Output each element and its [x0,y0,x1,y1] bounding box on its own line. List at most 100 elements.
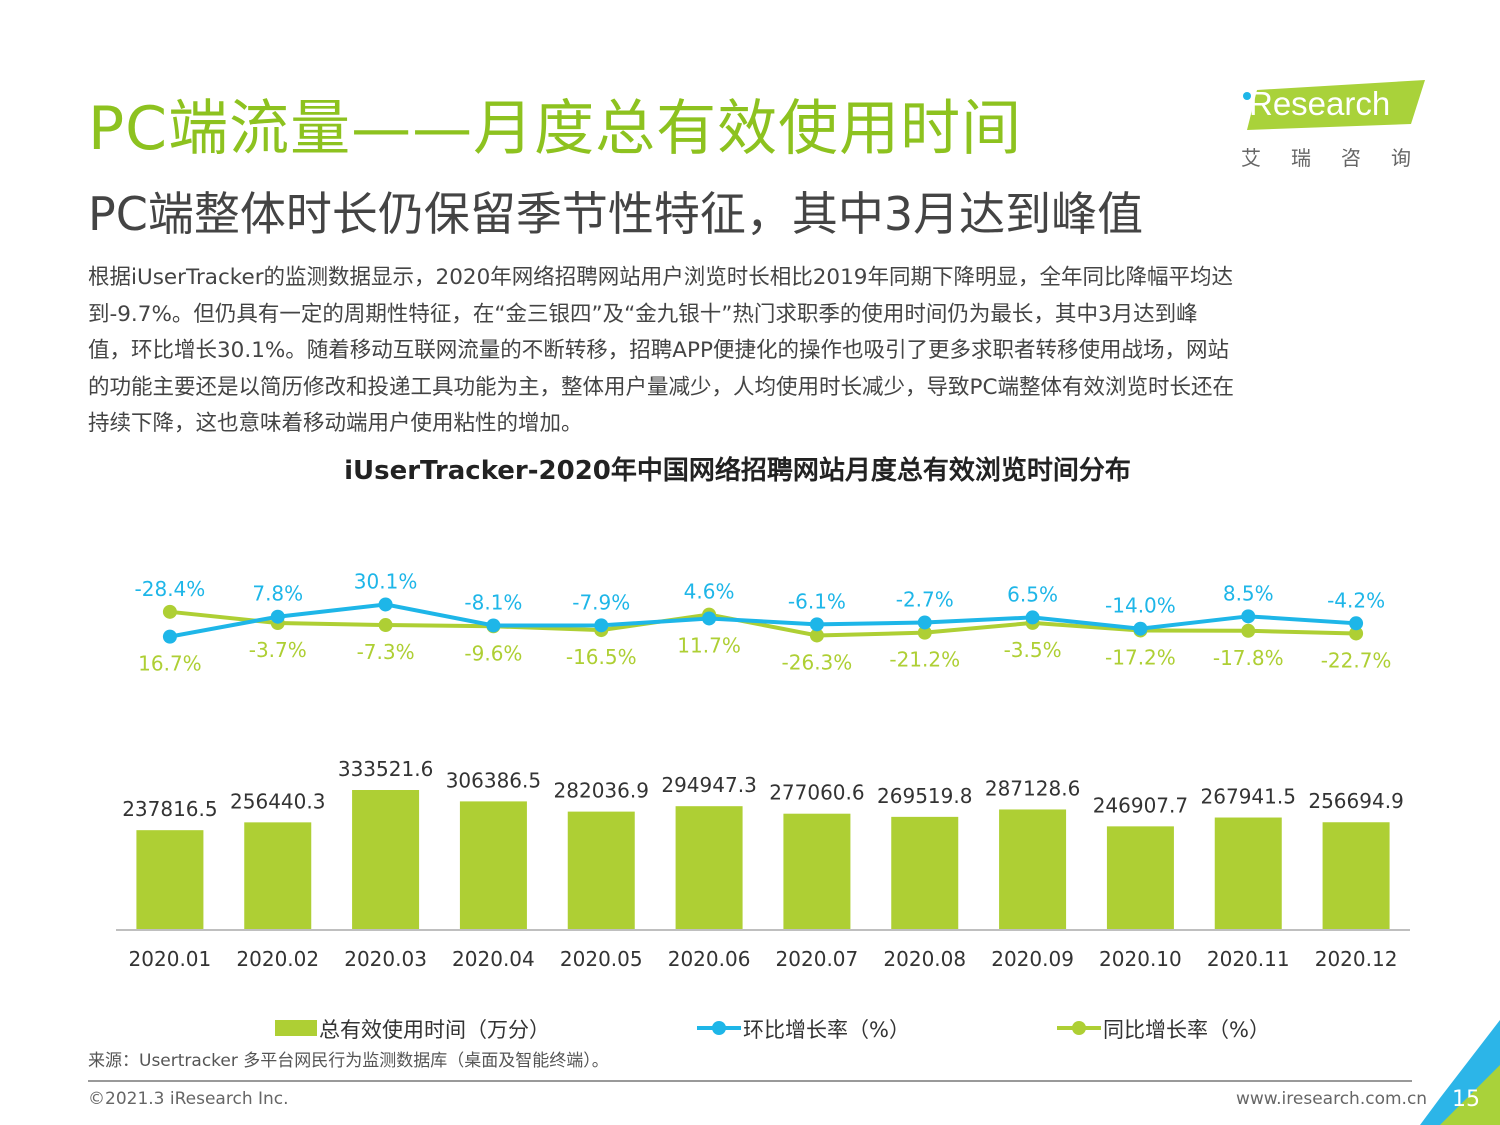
source-note: 来源：Usertracker 多平台网民行为监测数据库（桌面及智能终端）。 [88,1051,609,1071]
mom-point [378,597,393,612]
yoy-value-label: -3.7% [249,638,307,662]
x-tick-label: 2020.12 [1315,947,1398,971]
mom-value-label: 30.1% [354,569,418,593]
bar [136,830,204,930]
legend-bar-swatch [275,1020,317,1036]
legend-item-mom: 环比增长率（%） [697,1014,957,1042]
yoy-point [917,625,932,640]
legend-label: 总有效使用时间（万分） [319,1018,550,1042]
bar-value-label: 333521.6 [338,757,433,781]
bar-value-label: 282036.9 [554,779,649,803]
bar [891,816,959,930]
mom-value-label: -4.2% [1327,588,1385,612]
yoy-value-label: -7.3% [357,640,415,664]
bar [1322,822,1390,930]
bar-value-label: 246907.7 [1093,793,1188,817]
legend-line-swatch-blue [697,1021,741,1035]
bar-value-label: 294947.3 [661,773,756,797]
mom-value-label: -2.7% [896,587,954,611]
mom-point [1133,621,1148,636]
bar [567,811,635,930]
body-line: 根据iUserTracker的监测数据显示，2020年网络招聘网站用户浏览时长相… [88,265,1233,290]
mom-value-label: 8.5% [1223,581,1274,605]
footer-divider [88,1080,1412,1082]
bar-value-labels: 237816.5 256440.3 333521.6 306386.5 282036.9… [122,757,1404,821]
x-tick-label: 2020.02 [236,947,319,971]
mom-point [486,618,501,633]
yoy-value-label: 11.7% [677,633,741,657]
website-link[interactable]: www.iresearch.com.cn [1236,1089,1428,1109]
yoy-value-label: -21.2% [889,648,960,672]
legend-label: 同比增长率（%） [1103,1018,1270,1042]
mom-point [702,611,717,626]
bar-value-label: 287128.6 [985,776,1080,800]
mom-point [270,609,285,624]
yoy-value-label: -26.3% [782,650,853,674]
x-tick-label: 2020.08 [883,947,966,971]
yoy-point [1241,623,1256,638]
yoy-point [162,604,177,619]
x-tick-label: 2020.04 [452,947,535,971]
x-tick-label: 2020.03 [344,947,427,971]
bar-value-label: 267941.5 [1201,785,1296,809]
mom-value-label: -28.4% [135,577,206,601]
mom-point [162,629,177,644]
yoy-point [1349,626,1364,641]
legend-line-swatch-green [1057,1021,1101,1035]
bar-value-label: 277060.6 [769,781,864,805]
bar [999,809,1067,930]
x-tick-label: 2020.09 [991,947,1074,971]
page-title: PC端流量——月度总有效使用时间 [88,94,1023,164]
legend-item-yoy: 同比增长率（%） [1057,1014,1317,1042]
x-tick-label: 2020.10 [1099,947,1182,971]
mom-point [917,615,932,630]
bar [244,822,312,930]
mom-point [594,618,609,633]
body-line: 值，环比增长30.1%。随着移动互联网流量的不断转移，招聘APP便捷化的操作也吸… [88,338,1229,363]
mom-point [809,617,824,632]
mom-point [1349,616,1364,631]
mom-point [1025,610,1040,625]
page-subtitle: PC端整体时长仍保留季节性特征，其中3月达到峰值 [88,187,1144,241]
yoy-point [809,628,824,643]
bar-value-label: 237816.5 [122,797,217,821]
bar [352,790,420,930]
yoy-value-label: -22.7% [1321,648,1392,672]
legend-item-total-time: 总有效使用时间（万分） [275,1014,575,1042]
mom-value-label: 4.6% [684,580,735,604]
yoy-value-label: -9.6% [464,641,522,665]
body-line: 到-9.7%。但仍具有一定的周期性特征，在“金三银四”及“金九银十”热门求职季的… [88,301,1198,327]
page-number: 15 [1452,1087,1480,1112]
yoy-value-label: -17.2% [1105,645,1176,669]
bar [459,801,527,930]
combo-chart: 237816.5 256440.3 333521.6 306386.5 282036.9… [116,569,1410,971]
mom-line [169,602,1357,639]
mom-point [1241,609,1256,624]
logo-wordmark: Research [1249,85,1391,122]
line-value-labels: -28.4% 7.8% 30.1% -8.1% -7.9% 4.6% -6.1% -2.7% 6… [135,569,1392,675]
mom-value-label: 7.8% [252,582,303,606]
bar-series [136,790,1390,930]
bar [783,813,851,930]
x-tick-label: 2020.05 [560,947,643,971]
chart-title: iUserTracker-2020年中国网络招聘网站月度总有效浏览时间分布 [344,456,1131,486]
yoy-value-label: -17.8% [1213,646,1284,670]
logo-chinese: 艾瑞咨询 [1241,146,1441,170]
x-tick-label: 2020.07 [776,947,859,971]
x-tick-label: 2020.06 [668,947,751,971]
logo-shape [1243,80,1425,130]
bar-value-label: 256440.3 [230,789,325,813]
x-tick-labels: 2020.01 2020.02 2020.03 2020.04 2020.05 2020.… [129,947,1398,971]
bar-value-label: 269519.8 [877,784,972,808]
bar-value-label: 256694.9 [1308,789,1403,813]
yoy-line [169,609,1357,638]
mom-value-label: -14.0% [1105,594,1176,618]
body-paragraph: 根据iUserTracker的监测数据显示，2020年网络招聘网站用户浏览时长相… [88,260,1428,443]
body-line: 持续下降，这也意味着移动端用户使用粘性的增加。 [88,411,583,436]
bar [1106,826,1174,930]
mom-value-label: 6.5% [1007,582,1058,606]
body-line: 的功能主要还是以简历修改和投递工具功能为主，整体用户量减少，人均使用时长减少，导… [88,374,1234,400]
corner-green-shape [1440,1065,1500,1125]
x-tick-label: 2020.01 [129,947,212,971]
iresearch-logo: Research 艾瑞咨询 [1235,80,1435,170]
